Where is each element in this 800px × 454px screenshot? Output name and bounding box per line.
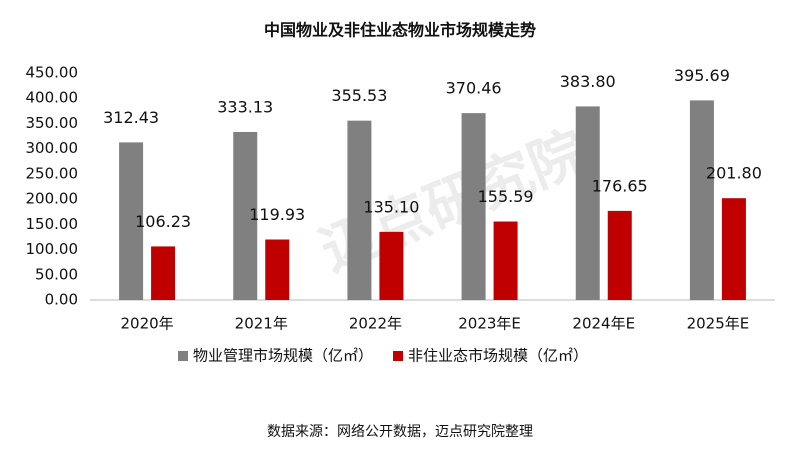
x-tick-label: 2024年E <box>572 315 635 333</box>
y-tick-label: 300.00 <box>26 139 79 157</box>
value-label: 383.80 <box>560 72 616 91</box>
value-label: 395.69 <box>674 66 730 85</box>
bar <box>689 100 714 300</box>
bar <box>493 221 518 300</box>
x-tick-label: 2022年 <box>349 315 402 333</box>
bar <box>607 210 632 300</box>
y-tick-label: 200.00 <box>26 190 79 208</box>
value-label: 176.65 <box>592 176 648 195</box>
x-tick-label: 2025年E <box>687 315 750 333</box>
bar <box>119 142 144 300</box>
x-tick-label: 2023年E <box>458 315 521 333</box>
bar <box>233 131 258 300</box>
y-tick-label: 400.00 <box>26 89 79 107</box>
value-label: 119.93 <box>249 205 305 224</box>
y-tick-label: 50.00 <box>35 265 78 283</box>
y-tick-label: 150.00 <box>26 215 79 233</box>
x-tick-label: 2020年 <box>120 315 173 333</box>
bar <box>461 113 486 301</box>
x-tick-label: 2021年 <box>235 315 288 333</box>
value-label: 312.43 <box>103 108 159 127</box>
bar <box>575 106 600 300</box>
value-label: 370.46 <box>446 79 502 98</box>
bar <box>721 198 746 300</box>
bar <box>347 120 372 300</box>
y-tick-label: 100.00 <box>26 240 79 258</box>
y-tick-label: 250.00 <box>26 164 79 182</box>
chart-title: 中国物业及非住业态物业市场规模走势 <box>264 21 536 40</box>
value-label: 155.59 <box>478 187 534 206</box>
source-note: 数据来源：网络公开数据，迈点研究院整理 <box>267 424 533 440</box>
bar <box>379 231 404 300</box>
value-label: 106.23 <box>135 212 191 231</box>
value-label: 355.53 <box>331 86 387 105</box>
y-tick-label: 0.00 <box>45 291 78 309</box>
y-tick-label: 350.00 <box>26 114 79 132</box>
y-tick-label: 450.00 <box>26 64 79 82</box>
value-label: 135.10 <box>363 197 419 216</box>
legend-swatch <box>178 351 188 361</box>
bar <box>151 246 176 300</box>
legend-label: 物业管理市场规模（亿㎡） <box>193 347 373 365</box>
value-label: 333.13 <box>217 97 273 116</box>
value-label: 201.80 <box>706 164 762 183</box>
legend-label: 非住业态市场规模（亿㎡） <box>408 347 588 365</box>
bar <box>265 239 290 300</box>
legend-swatch <box>393 351 404 361</box>
